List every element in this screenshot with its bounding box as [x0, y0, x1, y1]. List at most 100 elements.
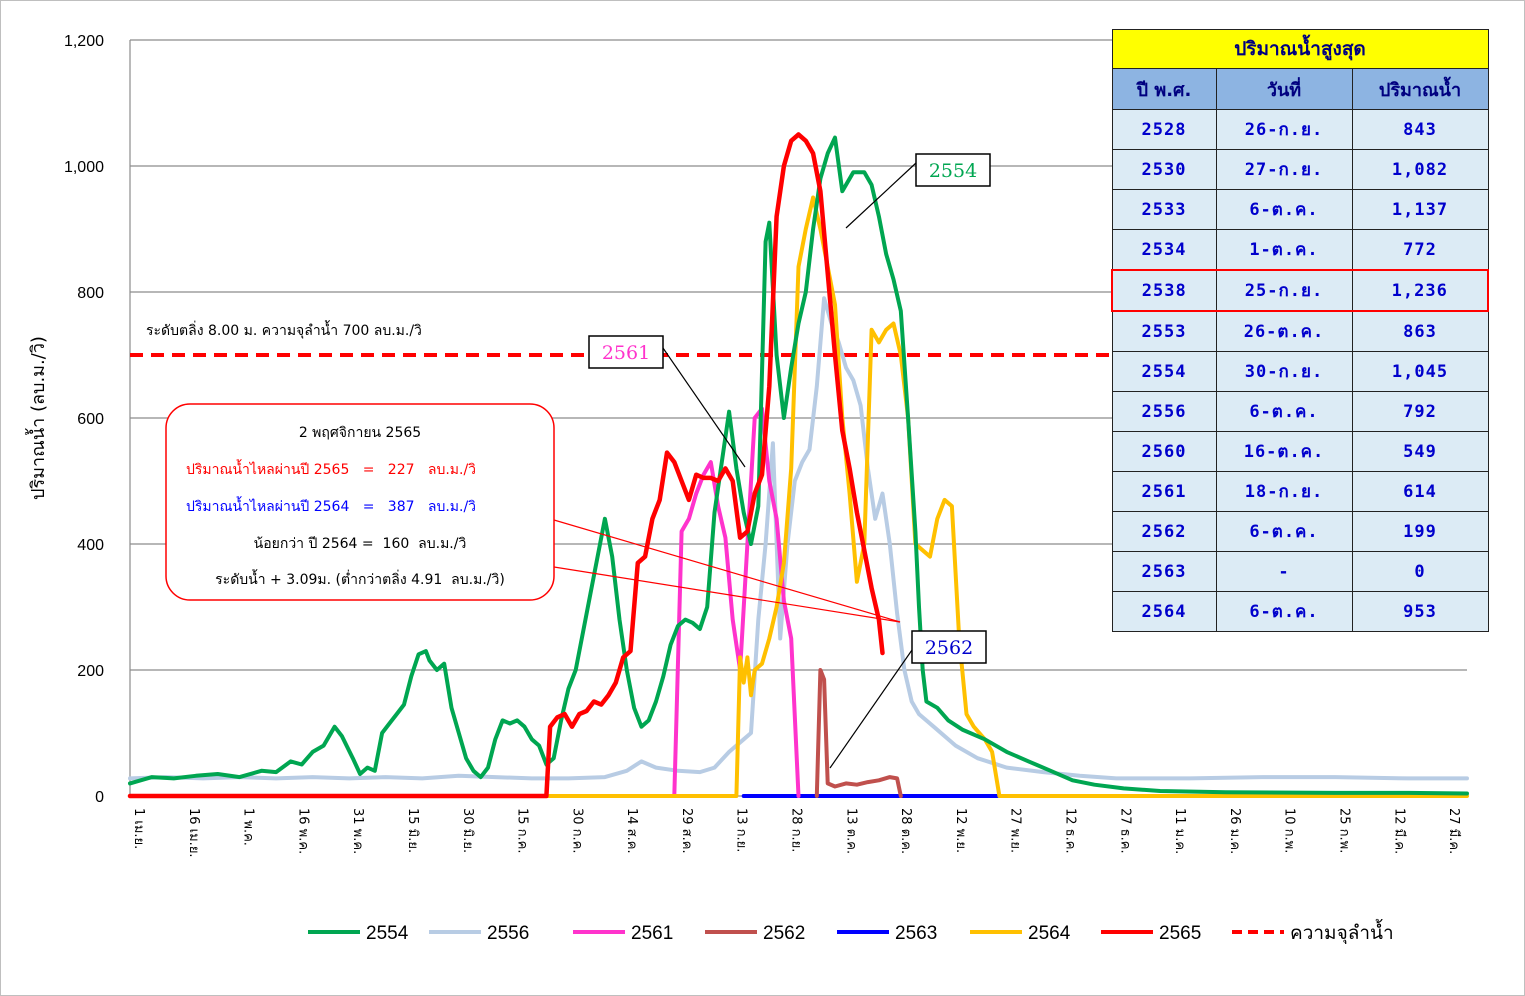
table-cell-value: 199 [1351, 511, 1489, 552]
x-tick-label: 11 ม.ค. [1172, 808, 1187, 854]
x-tick-label: 14 ส.ค. [624, 808, 639, 854]
y-axis-label: ปริมาณน้ำ (ลบ.ม./วิ) [25, 336, 49, 500]
x-tick-label: 25 ก.พ. [1336, 808, 1351, 853]
table-cell-date: 26-ต.ค. [1215, 310, 1353, 352]
table-header-year: ปี พ.ศ. [1111, 68, 1217, 110]
table-cell-date: 6-ต.ค. [1215, 511, 1353, 552]
table-header-value: ปริมาณน้ำ [1351, 68, 1489, 110]
table-cell-year: 2560 [1111, 431, 1217, 472]
table-row: 2563-0 [1111, 551, 1489, 592]
table-cell-value: 772 [1351, 229, 1489, 271]
table-row: 2528 26-ก.ย. 843 [1111, 109, 1489, 150]
y-tick-label: 600 [77, 411, 104, 428]
table-cell-value: 792 [1351, 391, 1489, 432]
table-cell-value: 549 [1351, 431, 1489, 472]
x-tick-label: 10 ก.พ. [1282, 808, 1297, 853]
x-tick-label: 27 พ.ย. [1008, 808, 1023, 853]
x-tick-label: 1 พ.ค. [241, 808, 256, 846]
table-row: 2561 18-ก.ย. 614 [1111, 471, 1489, 512]
series-line-2561 [672, 406, 801, 798]
y-tick-label: 0 [95, 789, 104, 806]
table-cell-value: 0 [1351, 551, 1489, 592]
info-difference: น้อยกว่า ปี 2564 = 160 ลบ.ม./วิ [254, 536, 467, 552]
x-tick-label: 12 มี.ค. [1391, 808, 1407, 854]
x-tick-label: 27 ธ.ค. [1117, 808, 1132, 854]
table-row: 2560 16-ต.ค. 549 [1111, 431, 1489, 472]
x-tick-label: 27 มี.ค. [1446, 808, 1462, 854]
info-pointer-line-2 [553, 566, 901, 623]
table-cell-year: 2538 [1111, 269, 1217, 312]
x-tick-label: 12 ธ.ค. [1063, 808, 1078, 854]
table-cell-value: 614 [1351, 471, 1489, 512]
info-pointer-line-1 [553, 519, 901, 623]
table-cell-date: - [1215, 551, 1353, 592]
table-row: 2556 6-ต.ค. 792 [1111, 391, 1489, 432]
svg-text:2554: 2554 [929, 160, 977, 182]
x-tick-label: 15 มิ.ย. [405, 808, 420, 853]
x-tick-label: 30 ก.ค. [569, 808, 584, 854]
x-tick-label: 31 พ.ค. [350, 808, 365, 854]
info-level: ระดับน้ำ + 3.09ม. (ต่ำกว่าตลิ่ง 4.91 ลบ.… [215, 569, 505, 588]
table-cell-date: 6-ต.ค. [1215, 391, 1353, 432]
table-cell-date: 27-ก.ย. [1215, 149, 1353, 190]
legend-label-2556: 2556 [487, 923, 529, 944]
table-cell-year: 2553 [1111, 310, 1217, 352]
x-tick-label: 1 เม.ย. [131, 808, 146, 849]
table-title: ปริมาณน้ำสูงสุด [1111, 29, 1489, 69]
x-tick-label: 28 ก.ย. [789, 808, 804, 852]
table-row: 2562 6-ต.ค. 199 [1111, 511, 1489, 552]
x-tick-label: 16 พ.ค. [295, 808, 310, 854]
table-cell-date: 25-ก.ย. [1215, 269, 1353, 312]
y-tick-label: 800 [77, 285, 104, 302]
table-cell-date: 6-ต.ค. [1215, 189, 1353, 230]
x-tick-label: 26 ม.ค. [1227, 808, 1242, 854]
table-cell-date: 16-ต.ค. [1215, 431, 1353, 472]
callout-2562: 2562 [829, 630, 987, 769]
legend-label-2562: 2562 [763, 923, 805, 944]
table-cell-year: 2533 [1111, 189, 1217, 230]
svg-text:2562: 2562 [925, 637, 973, 659]
series-line-2554 [128, 135, 1469, 796]
legend-label-2561: 2561 [631, 923, 673, 944]
table-row: 2554 30-ก.ย. 1,045 [1111, 351, 1489, 392]
table-cell-value: 843 [1351, 109, 1489, 150]
x-tick-label: 13 ก.ย. [734, 808, 749, 852]
x-tick-label: 30 มิ.ย. [460, 808, 475, 853]
legend-label-2565: 2565 [1159, 923, 1201, 944]
table-cell-year: 2562 [1111, 511, 1217, 552]
x-axis-ticks: 1 เม.ย. 16 เม.ย. 1 พ.ค. 16 พ.ค. 31 พ.ค. 15 มิ… [131, 808, 1462, 858]
info-flow-2565: ปริมาณน้ำไหลผ่านปี 2565 = 227 ลบ.ม./วิ [186, 459, 476, 478]
table-header-date: วันที่ [1215, 68, 1353, 110]
series-line-2565 [127, 132, 885, 799]
y-tick-label: 1,200 [64, 33, 104, 50]
x-tick-label: 16 เม.ย. [186, 808, 201, 858]
table-cell-date: 26-ก.ย. [1215, 109, 1353, 150]
x-tick-label: 13 ต.ค. [843, 808, 858, 854]
info-box: 2 พฤศจิกายน 2565 ปริมาณน้ำไหลผ่านปี 2565… [165, 403, 901, 623]
table-cell-value: 1,082 [1351, 149, 1489, 190]
info-flow-2564: ปริมาณน้ำไหลผ่านปี 2564 = 387 ลบ.ม./วิ [186, 496, 476, 515]
callout-2554: 2554 [845, 153, 991, 229]
info-date: 2 พฤศจิกายน 2565 [299, 425, 421, 441]
svg-text:2561: 2561 [602, 342, 650, 364]
series-line-2562 [814, 668, 903, 798]
legend-label-2554: 2554 [366, 923, 409, 944]
y-tick-label: 400 [77, 537, 104, 554]
x-tick-label: 12 พ.ย. [953, 808, 968, 853]
table-row: 2534 1-ต.ค. 772 [1111, 229, 1489, 271]
table-cell-value: 1,045 [1351, 351, 1489, 392]
table-cell-date: 6-ต.ค. [1215, 591, 1353, 632]
legend-label-threshold: ความจุลำน้ำ [1290, 919, 1394, 945]
table-row: 2553 26-ต.ค. 863 [1111, 310, 1489, 352]
legend-label-2564: 2564 [1028, 923, 1071, 944]
callout-2561: 2561 [588, 335, 746, 468]
y-tick-label: 200 [77, 663, 104, 680]
table-cell-year: 2534 [1111, 229, 1217, 271]
series-line-2564 [128, 195, 1469, 798]
table-cell-value: 1,137 [1351, 189, 1489, 230]
x-tick-label: 28 ต.ค. [898, 808, 913, 854]
table-row: 2530 27-ก.ย. 1,082 [1111, 149, 1489, 190]
x-tick-label: 29 ส.ค. [679, 808, 694, 854]
threshold-text: ระดับตลิ่ง 8.00 ม. ความจุลำน้ำ 700 ลบ.ม.… [146, 320, 422, 339]
table-cell-year: 2561 [1111, 471, 1217, 512]
